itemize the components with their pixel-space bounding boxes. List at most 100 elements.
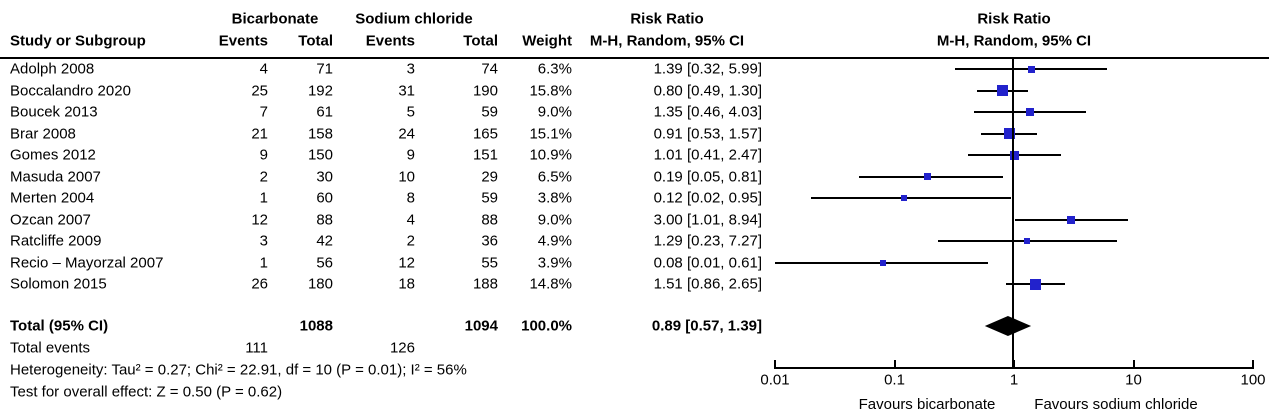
total1-sum: 1088: [299, 317, 333, 335]
column-header-weight: Weight: [522, 32, 572, 50]
total-label: Total (95% CI): [10, 317, 109, 335]
column-group-bicarbonate: Bicarbonate: [231, 10, 319, 28]
total1-value: 61: [316, 103, 333, 121]
study-label: Merten 2004: [10, 189, 95, 207]
study-label: Boucek 2013: [10, 103, 98, 121]
total1-value: 56: [316, 254, 333, 271]
total-events-label: Total events: [10, 339, 91, 357]
events1-value: 12: [251, 211, 268, 228]
study-label: Brar 2008: [10, 125, 76, 142]
events2-value: 2: [406, 232, 415, 250]
column-group-sodium-chloride: Sodium chloride: [355, 10, 473, 28]
favours-left-label: Favours bicarbonate: [858, 396, 996, 413]
weight-value: 15.8%: [529, 82, 572, 99]
point-estimate-square: [1027, 65, 1035, 73]
column-header-events-2: Events: [365, 32, 415, 50]
weight-value: 9.0%: [537, 103, 572, 121]
point-estimate-square: [1024, 238, 1031, 244]
total-weight: 100.0%: [521, 317, 572, 335]
heterogeneity-text: Heterogeneity: Tau² = 0.27; Chi² = 22.91…: [10, 361, 467, 379]
header-separator-line: [0, 57, 1269, 59]
events1-value: 4: [259, 60, 268, 78]
total2-value: 55: [481, 254, 498, 271]
point-estimate-square: [1003, 128, 1015, 139]
x-axis-tick-label: 10: [1125, 371, 1142, 389]
weight-value: 3.8%: [537, 189, 572, 207]
x-axis-tick: [1013, 360, 1015, 369]
study-label: Gomes 2012: [10, 146, 96, 164]
total1-value: 42: [316, 232, 333, 250]
point-estimate-square: [879, 259, 886, 266]
weight-value: 14.8%: [529, 275, 572, 293]
favours-right-label: Favours sodium chloride: [1034, 396, 1198, 413]
overall-effect-text: Test for overall effect: Z = 0.50 (P = 0…: [10, 383, 283, 401]
total2-value: 188: [472, 275, 498, 293]
ci-text: 0.91 [0.53, 1.57]: [653, 125, 762, 142]
column-header-total-1: Total: [298, 32, 333, 50]
x-axis-tick-label: 100: [1240, 371, 1266, 389]
study-label: Solomon 2015: [10, 275, 107, 293]
ci-text: 0.12 [0.02, 0.95]: [653, 189, 762, 207]
weight-value: 3.9%: [537, 254, 572, 271]
total2-value: 36: [481, 232, 498, 250]
column-header-events-1: Events: [218, 32, 268, 50]
total2-value: 88: [481, 211, 498, 228]
study-label: Recio – Mayorzal 2007: [10, 254, 164, 271]
x-axis-tick-label: 0.1: [884, 371, 905, 389]
study-label: Adolph 2008: [10, 60, 95, 78]
total-events-group2: 126: [389, 339, 415, 357]
total2-value: 190: [472, 82, 498, 99]
events2-value: 8: [406, 189, 415, 207]
total1-value: 71: [316, 60, 333, 78]
effect-column-title: Risk Ratio: [630, 10, 704, 28]
weight-value: 9.0%: [537, 211, 572, 228]
weight-value: 4.9%: [537, 232, 572, 250]
ci-text: 0.80 [0.49, 1.30]: [653, 82, 762, 99]
ci-text: 3.00 [1.01, 8.94]: [653, 211, 762, 228]
x-axis-tick-label: 0.01: [760, 371, 790, 389]
null-effect-line: [1012, 58, 1014, 368]
ci-text: 1.01 [0.41, 2.47]: [653, 146, 762, 164]
study-label: Boccalandro 2020: [10, 82, 131, 99]
x-axis-tick-label: 1: [1009, 371, 1019, 389]
column-header-total-2: Total: [463, 32, 498, 50]
total-events-group1: 111: [245, 339, 268, 357]
point-estimate-square: [1067, 215, 1076, 224]
events2-value: 10: [398, 168, 415, 185]
ci-text: 1.29 [0.23, 7.27]: [653, 232, 762, 250]
weight-value: 6.5%: [537, 168, 572, 185]
total1-value: 158: [307, 125, 333, 142]
point-estimate-square: [924, 173, 932, 180]
total1-value: 60: [316, 189, 333, 207]
total2-value: 165: [472, 125, 498, 142]
effect-column-subtitle: M-H, Random, 95% CI: [589, 32, 745, 50]
point-estimate-square: [900, 195, 907, 201]
total2-value: 151: [472, 146, 498, 164]
events2-value: 4: [406, 211, 415, 228]
total1-value: 192: [307, 82, 333, 99]
point-estimate-square: [1025, 108, 1034, 116]
plot-title: Risk Ratio: [977, 10, 1051, 28]
total1-value: 88: [316, 211, 333, 228]
events1-value: 1: [259, 189, 268, 207]
study-label: Masuda 2007: [10, 168, 101, 185]
weight-value: 15.1%: [529, 125, 572, 142]
ci-text: 0.08 [0.01, 0.61]: [653, 254, 762, 271]
total2-value: 29: [481, 168, 498, 185]
total-ci-text: 0.89 [0.57, 1.39]: [651, 317, 762, 335]
events2-value: 9: [406, 146, 415, 164]
events1-value: 2: [259, 168, 268, 185]
events2-value: 12: [398, 254, 415, 271]
events1-value: 7: [259, 103, 268, 121]
total2-value: 59: [481, 189, 498, 207]
point-estimate-square: [996, 85, 1008, 96]
events2-value: 31: [398, 82, 415, 99]
ci-text: 0.19 [0.05, 0.81]: [653, 168, 762, 185]
total1-value: 150: [307, 146, 333, 164]
x-axis-tick: [1132, 360, 1135, 369]
events1-value: 1: [259, 254, 268, 271]
plot-subtitle: M-H, Random, 95% CI: [936, 32, 1092, 50]
total2-value: 59: [481, 103, 498, 121]
x-axis-tick: [1252, 360, 1254, 369]
